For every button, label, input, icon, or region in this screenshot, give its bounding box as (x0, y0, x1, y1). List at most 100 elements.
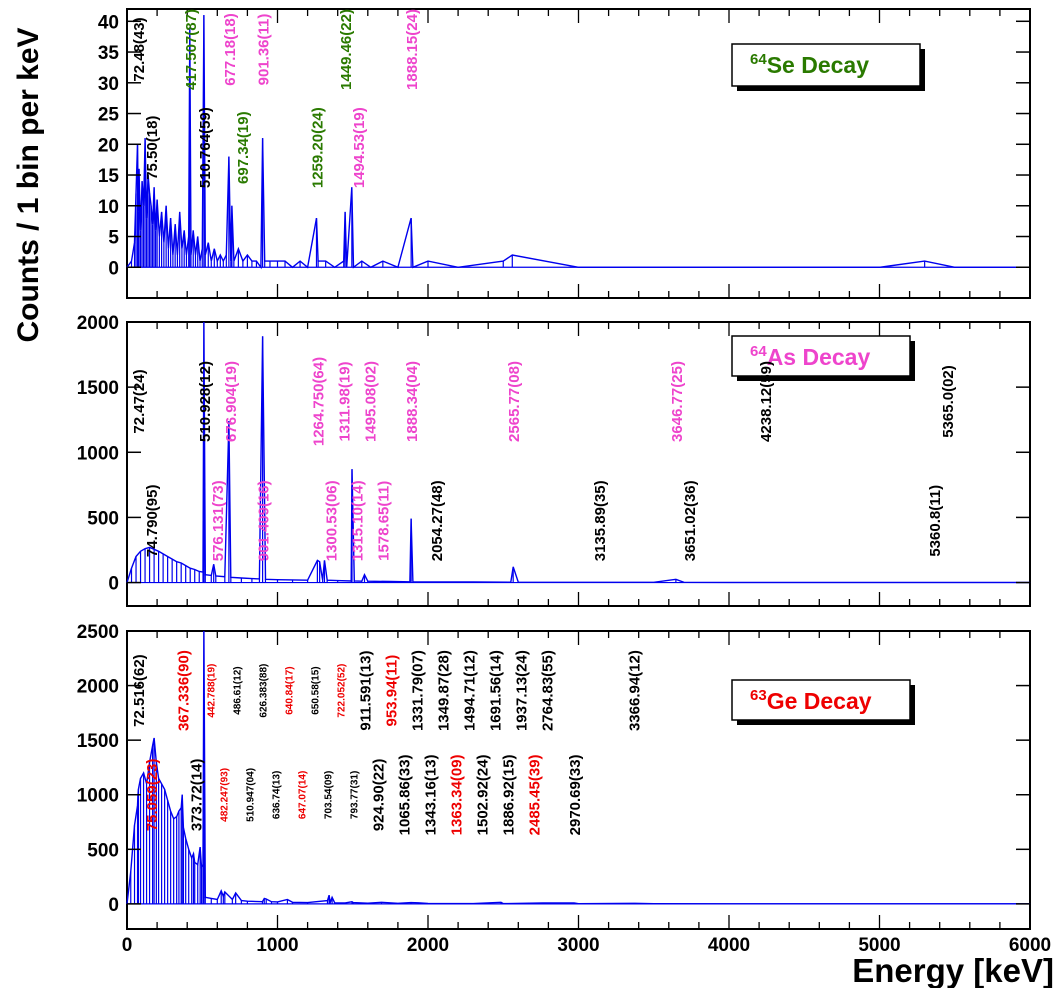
peak-label: 1886.92(15) (500, 754, 517, 835)
peak-label: 1495.08(02) (362, 361, 379, 442)
peak-label: 1300.53(06) (323, 480, 340, 561)
peak-label: 442.788(19) (206, 664, 217, 718)
peak-label: 3366.94(12) (627, 650, 644, 731)
peak-label: 626.383(88) (258, 664, 269, 718)
peak-label: 3135.89(35) (592, 480, 609, 561)
peak-label: 482.247(93) (219, 768, 230, 822)
legend-text: 64As Decay (750, 343, 870, 370)
peak-label: 1311.98(19) (336, 361, 353, 441)
y-tick-label: 1500 (77, 378, 119, 399)
y-tick-label: 1500 (77, 731, 119, 752)
peak-label: 5365.0(02) (940, 365, 957, 438)
x-tick-label: 2000 (407, 935, 449, 956)
peak-label: 3651.02(36) (682, 480, 699, 561)
peak-label: 1065.86(33) (396, 754, 413, 835)
x-tick-label: 3000 (557, 935, 599, 956)
legend-text: 64Se Decay (750, 51, 869, 78)
x-axis-title: Energy [keV] (852, 952, 1054, 988)
peak-label: 4238.12(59) (758, 361, 775, 442)
peak-label: 676.904(19) (223, 361, 240, 442)
y-tick-label: 20 (98, 135, 119, 156)
y-tick-label: 500 (87, 840, 119, 861)
peak-label: 901.409(16) (256, 480, 273, 561)
peak-label: 2764.83(55) (539, 650, 556, 731)
peak-label: 75.50(18) (144, 116, 161, 180)
y-tick-label: 40 (98, 12, 119, 33)
peak-label: 1259.20(24) (310, 107, 327, 188)
spectrum-line (126, 321, 1030, 584)
peak-label: 647.07(14) (297, 771, 308, 819)
panel-64Se: 0 5 10 15 20 25 30 35 40 64Se Decay 72.48(43) 75.50… (98, 8, 1031, 299)
peak-label: 72.48(43) (131, 17, 148, 81)
y-tick-label: 0 (108, 895, 119, 916)
peak-label: 74.790(95) (144, 485, 161, 558)
y-tick-label: 1000 (77, 786, 119, 807)
peak-label: 901.36(11) (256, 14, 273, 86)
peak-label: 697.34(19) (235, 111, 252, 184)
peak-label: 510.947(04) (245, 768, 256, 822)
legend-superscript: 64 (750, 51, 767, 68)
y-tick-label: 0 (108, 574, 119, 595)
peak-label: 1331.79(07) (409, 650, 426, 731)
peak-label: 677.18(18) (222, 13, 239, 86)
peak-label: 3646.77(25) (669, 361, 686, 442)
x-tick-label: 6000 (1009, 935, 1051, 956)
peak-label: 1494.71(12) (461, 650, 478, 731)
peak-label: 2054.27(48) (429, 480, 446, 561)
peak-label: 1343.16(13) (422, 754, 439, 835)
y-tick-label: 35 (98, 43, 120, 64)
y-tick-label: 15 (98, 166, 120, 187)
x-tick-label: 4000 (708, 935, 750, 956)
x-tick-label: 1000 (256, 935, 298, 956)
legend-text: 63Ge Decay (750, 687, 872, 714)
peak-label: 1888.15(24) (404, 9, 421, 90)
y-tick-label: 30 (98, 74, 119, 95)
panel-64As: 0 500 1000 1500 2000 64As Decay 72.47(24) 74.79… (77, 313, 1031, 607)
peak-label: 510.764(59) (197, 107, 214, 188)
peak-label: 793.77(31) (349, 771, 360, 819)
peak-label: 72.516(62) (131, 654, 148, 727)
peak-label: 5360.8(11) (927, 485, 944, 557)
peak-label: 486.61(12) (232, 666, 243, 714)
y-tick-label: 2000 (77, 313, 119, 334)
peak-label: 1315.10(14) (349, 480, 366, 561)
peak-label: 367.336(90) (175, 650, 192, 731)
peak-label: 703.54(09) (323, 771, 334, 819)
x-tick-label: 0 (122, 935, 133, 956)
y-axis-title: Counts / 1 bin per keV (12, 27, 45, 342)
legend-label: As Decay (767, 344, 871, 370)
peak-label: 1937.13(24) (513, 650, 530, 731)
y-tick-label: 2000 (77, 677, 119, 698)
peak-label: 1363.34(09) (448, 754, 465, 835)
x-tick-label: 5000 (858, 935, 900, 956)
peak-label: 1494.53(19) (351, 107, 368, 188)
legend-superscript: 63 (750, 687, 767, 704)
peak-label: 1502.92(24) (474, 754, 491, 835)
legend-box (731, 679, 911, 721)
peak-label: 722.052(52) (336, 664, 347, 718)
y-tick-label: 500 (87, 508, 119, 529)
peak-label: 2565.77(08) (506, 361, 523, 442)
peak-label: 1578.65(11) (375, 481, 392, 561)
peak-label: 1349.87(28) (435, 650, 452, 731)
legend-label: Se Decay (767, 52, 870, 78)
peak-label: 1691.56(14) (487, 650, 504, 731)
legend-box (731, 335, 911, 377)
panel-63Ge: 0 500 1000 1500 2000 2500 63Ge Decay 72.516(62)… (77, 622, 1031, 930)
legend-box (731, 43, 921, 87)
peak-label: 640.84(17) (284, 666, 295, 714)
peak-label: 75.059(23) (144, 759, 161, 832)
peak-label: 650.58(15) (310, 666, 321, 714)
y-tick-label: 10 (98, 197, 119, 218)
peak-label: 510.928(12) (197, 361, 214, 442)
peak-label: 373.72(14) (188, 759, 205, 832)
peak-label: 636.74(13) (271, 771, 282, 819)
peak-label: 2485.45(39) (526, 754, 543, 835)
legend-label: Ge Decay (767, 688, 872, 714)
peak-label: 1449.46(22) (338, 9, 355, 90)
y-tick-label: 25 (98, 105, 120, 126)
peak-label: 953.94(11) (383, 655, 400, 727)
peak-label: 72.47(24) (131, 369, 148, 433)
